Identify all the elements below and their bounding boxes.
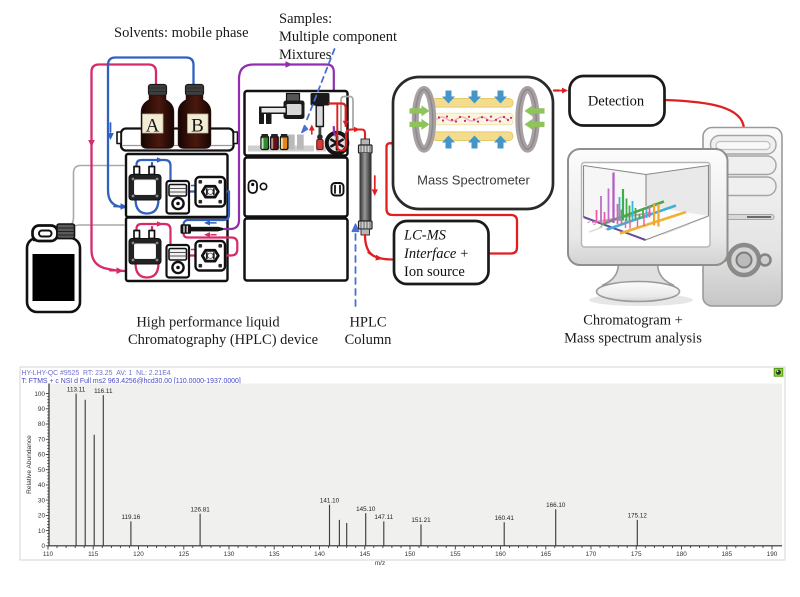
svg-text:20: 20 (38, 513, 46, 520)
svg-text:10: 10 (38, 528, 46, 535)
svg-text:130: 130 (224, 551, 235, 558)
svg-text:115: 115 (88, 551, 99, 558)
svg-text:166.10: 166.10 (546, 502, 566, 509)
svg-text:0: 0 (41, 543, 45, 550)
svg-text:160: 160 (495, 551, 506, 558)
svg-text:110: 110 (43, 551, 54, 558)
svg-text:141.10: 141.10 (320, 497, 340, 504)
svg-text:Chromatogram +: Chromatogram + (583, 313, 683, 329)
svg-text:70: 70 (38, 437, 46, 444)
svg-text:Detection: Detection (588, 94, 645, 110)
svg-text:Chromatography (HPLC) device: Chromatography (HPLC) device (128, 332, 318, 348)
svg-text:HPLC: HPLC (349, 315, 386, 331)
svg-text:Solvents: mobile phase: Solvents: mobile phase (114, 25, 249, 41)
svg-text:116.11: 116.11 (94, 388, 113, 395)
svg-text:Column: Column (345, 332, 392, 348)
svg-text:50: 50 (38, 467, 46, 474)
svg-text:30: 30 (38, 497, 46, 504)
svg-text:145: 145 (359, 551, 370, 558)
svg-text:Ion source: Ion source (404, 264, 465, 280)
svg-text:Mixtures: Mixtures (279, 47, 332, 63)
svg-text:165: 165 (540, 551, 551, 558)
svg-text:126.81: 126.81 (190, 507, 210, 514)
svg-text:145.10: 145.10 (356, 506, 376, 513)
svg-text:120: 120 (133, 551, 144, 558)
svg-text:119.16: 119.16 (122, 514, 141, 521)
svg-text:High performance liquid: High performance liquid (136, 315, 280, 331)
svg-text:170: 170 (586, 551, 597, 558)
svg-text:100: 100 (34, 391, 45, 398)
svg-text:175: 175 (631, 551, 642, 558)
svg-text:180: 180 (676, 551, 687, 558)
svg-text:60: 60 (38, 452, 46, 459)
svg-text:Relative Abundance: Relative Abundance (26, 435, 33, 494)
svg-text:HY-LHY-QC #9525 RT: 23.25 AV: HY-LHY-QC #9525 RT: 23.25 AV: 1 NL: 2.21… (22, 370, 171, 377)
svg-text:160.41: 160.41 (495, 515, 515, 522)
svg-text:T: FTMS + c NSI d Full ms2 963: T: FTMS + c NSI d Full ms2 963.4256@hcd3… (22, 378, 241, 385)
svg-text:Samples:: Samples: (279, 11, 332, 27)
svg-text:185: 185 (721, 551, 732, 558)
svg-text:m/z: m/z (375, 560, 385, 567)
svg-text:151.21: 151.21 (411, 517, 431, 524)
svg-text:113.11: 113.11 (67, 386, 86, 393)
svg-text:Mass spectrum analysis: Mass spectrum analysis (564, 331, 702, 347)
svg-text:175.12: 175.12 (628, 513, 648, 520)
svg-text:Interface +: Interface + (403, 246, 469, 262)
svg-text:147.11: 147.11 (374, 514, 393, 521)
svg-text:125: 125 (178, 551, 189, 558)
svg-text:135: 135 (269, 551, 280, 558)
svg-text:B: B (191, 116, 204, 137)
svg-text:140: 140 (314, 551, 325, 558)
svg-text:Mass Spectrometer: Mass Spectrometer (417, 173, 530, 188)
svg-text:LC-MS: LC-MS (403, 228, 447, 244)
svg-text:155: 155 (450, 551, 461, 558)
svg-text:A: A (146, 116, 160, 137)
svg-text:80: 80 (38, 421, 46, 428)
svg-text:90: 90 (38, 406, 46, 413)
svg-text:190: 190 (767, 551, 778, 558)
svg-text:Multiple component: Multiple component (279, 29, 397, 45)
svg-text:40: 40 (38, 482, 46, 489)
svg-text:150: 150 (405, 551, 416, 558)
